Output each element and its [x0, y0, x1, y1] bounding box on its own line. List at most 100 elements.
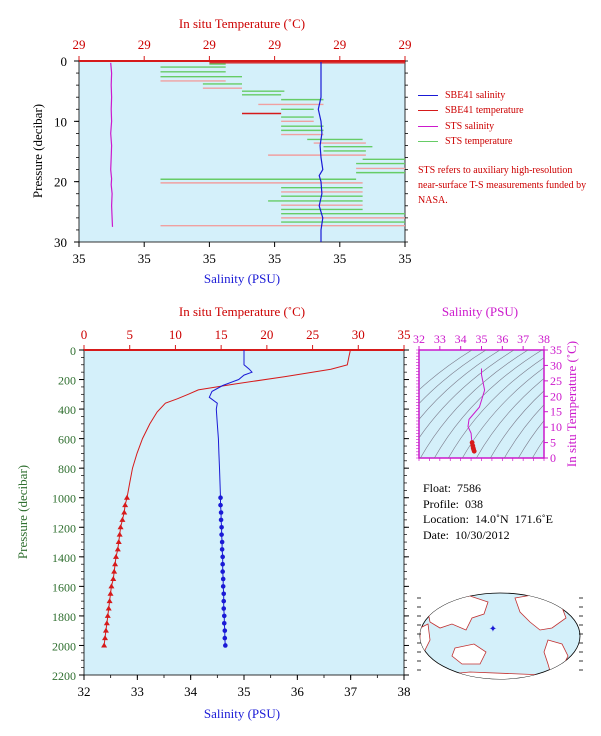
- main-pressure-tick-label-2: 400: [58, 403, 76, 417]
- temperature-marker-28: [110, 575, 117, 581]
- ts-sal-tick-label-4: 36: [496, 332, 508, 346]
- legend-swatch-sbe41-temperature: [418, 110, 438, 112]
- salinity-marker-37: [223, 643, 228, 648]
- ts-density-contour-4: [420, 350, 529, 458]
- top-temp-tick-label-4: 29: [333, 37, 346, 52]
- legend-label-sbe41-temperature: SBE41 temperature: [445, 105, 524, 117]
- main-salinity-axis-label: Salinity (PSU): [204, 706, 280, 721]
- temperature-marker-35: [102, 627, 109, 633]
- ts-sal-tick-label-6: 38: [538, 332, 550, 346]
- top-series-line-1: [110, 62, 114, 227]
- main-sal-tick-label-4: 36: [291, 684, 305, 699]
- temperature-marker-21: [117, 524, 124, 530]
- top-sal-tick-label-0: 35: [73, 251, 86, 266]
- ts-sal-tick-label-1: 33: [434, 332, 446, 346]
- top-pressure-tick-label-1: 10: [54, 114, 67, 129]
- float-location-marker: ✦: [489, 624, 497, 635]
- temperature-marker-22: [116, 531, 123, 537]
- main-profile-chart-panel: 0 5 10 15 20 25 30 35 32 33 34 35 36 37 38 0 200 400 600 80…: [15, 304, 411, 721]
- main-pressure-tick-label-1: 200: [58, 374, 76, 388]
- main-temp-tick-label-3: 15: [215, 327, 228, 342]
- temperature-marker-34: [103, 620, 110, 626]
- top-pressure-tick-label-3: 30: [54, 235, 67, 250]
- main-sal-tick-label-1: 33: [131, 684, 144, 699]
- legend-entry-sts-temperature: STS temperature: [418, 134, 524, 149]
- legend-swatch-sts-salinity: [418, 125, 438, 127]
- temperature-marker-33: [104, 612, 111, 618]
- salinity-marker-17: [218, 495, 223, 501]
- ts-temperature-axis-label: In situ Temperature (˚C): [564, 341, 579, 467]
- temperature-marker-17: [123, 494, 130, 500]
- ts-density-contour-10: [504, 404, 544, 458]
- salinity-marker-24: [219, 547, 225, 552]
- location: Location: 14.0˚N 171.6˚E: [423, 512, 553, 526]
- salinity-marker-27: [220, 569, 225, 574]
- top-temp-tick-label-2: 29: [203, 37, 216, 52]
- top-temp-tick-label-0: 29: [73, 37, 86, 52]
- temperature-marker-26: [112, 561, 119, 567]
- top-sal-tick-label-1: 35: [138, 251, 151, 266]
- top-pressure-axis-label: Pressure (decibar): [30, 104, 45, 198]
- legend-label-sts-temperature: STS temperature: [445, 136, 513, 148]
- salinity-marker-21: [219, 524, 224, 530]
- main-temperature-axis-label: In situ Temperature (˚C): [179, 304, 305, 319]
- main-temp-tick-label-2: 10: [169, 327, 182, 342]
- salinity-marker-26: [220, 561, 225, 567]
- salinity-marker-20: [218, 517, 224, 523]
- main-temp-tick-label-1: 5: [126, 327, 133, 342]
- map-landmass-africa: [420, 623, 431, 653]
- ts-density-contour-12: [532, 438, 544, 458]
- salinity-marker-36: [222, 635, 228, 641]
- main-pressure-tick-label-10: 2000: [52, 639, 76, 653]
- ts-sal-tick-label-3: 35: [476, 332, 488, 346]
- ts-salinity-axis-label: Salinity (PSU): [442, 304, 518, 319]
- ts-density-contour-6: [448, 357, 544, 458]
- ts-density-contour-0: [419, 350, 473, 391]
- temperature-marker-31: [106, 598, 113, 604]
- salinity-marker-29: [220, 584, 226, 589]
- float-id: Float: 7586: [423, 481, 482, 495]
- salinity-marker-32: [221, 606, 227, 611]
- temperature-marker-27: [111, 568, 118, 574]
- ts-temp-tick-label-6: 30: [550, 358, 562, 372]
- main-sal-tick-label-5: 37: [344, 684, 358, 699]
- main-pressure-tick-label-11: 2200: [52, 669, 76, 683]
- main-temp-tick-label-7: 35: [398, 327, 411, 342]
- top-pressure-tick-label-0: 0: [61, 54, 68, 69]
- sts-note: STS refers to auxiliary high-resolution …: [418, 165, 587, 206]
- temperature-marker-29: [108, 583, 115, 589]
- top-sal-tick-label-2: 35: [203, 251, 216, 266]
- main-pressure-tick-label-3: 600: [58, 433, 76, 447]
- salinity-marker-25: [220, 554, 225, 560]
- ts-sal-tick-label-5: 37: [517, 332, 529, 346]
- salinity-marker-35: [222, 628, 228, 633]
- salinity-marker-30: [221, 591, 227, 597]
- salinity-marker-28: [220, 576, 226, 582]
- top-temp-tick-label-3: 29: [268, 37, 281, 52]
- main-plot-area: [83, 349, 405, 676]
- world-map-inset: ✦: [417, 592, 583, 680]
- salinity-marker-33: [221, 613, 227, 619]
- ts-temp-tick-label-2: 10: [550, 420, 562, 434]
- ts-plot-area: [418, 349, 545, 459]
- ts-density-contour-5: [434, 350, 543, 458]
- legend-entry-sbe41-salinity: SBE41 salinity: [418, 88, 524, 103]
- top-sal-tick-label-3: 35: [268, 251, 281, 266]
- legend-entry-sts-salinity: STS salinity: [418, 119, 524, 134]
- salinity-marker-23: [219, 539, 225, 545]
- ts-density-contour-11: [518, 420, 544, 458]
- ts-density-contour-1: [419, 350, 487, 405]
- ts-temp-tick-label-1: 5: [550, 436, 556, 450]
- temperature-marker-36: [102, 635, 109, 641]
- main-pressure-tick-label-0: 0: [70, 344, 76, 358]
- main-pressure-tick-label-8: 1600: [52, 580, 76, 594]
- ts-temp-tick-label-5: 25: [550, 374, 562, 388]
- main-sal-tick-label-2: 34: [184, 684, 198, 699]
- date: Date: 10/30/2012: [423, 527, 510, 542]
- temperature-marker-20: [119, 516, 126, 522]
- main-pressure-tick-label-6: 1200: [52, 521, 76, 535]
- top-series-line-0: [317, 61, 324, 242]
- top-sal-tick-label-4: 35: [333, 251, 346, 266]
- temperature-marker-19: [121, 509, 128, 515]
